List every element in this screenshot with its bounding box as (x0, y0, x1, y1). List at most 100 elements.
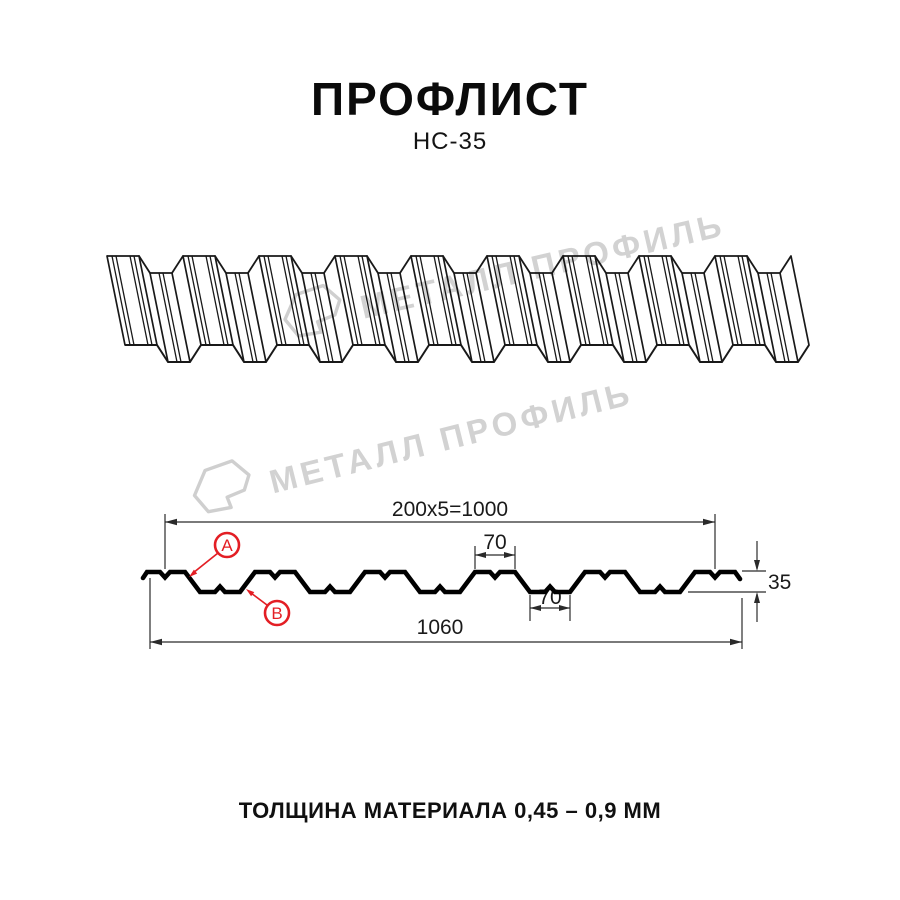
arrowhead (754, 592, 760, 603)
sheet-edge-line (133, 255, 153, 346)
dim-label-height: 35 (768, 571, 791, 594)
callout-b-circle (263, 599, 291, 627)
sheet-edge-line (723, 255, 743, 346)
page-title: ПРОФЛИСТ (311, 73, 589, 125)
sheet-edge-line (106, 255, 126, 346)
sheet-edge-line (594, 255, 614, 346)
sheet-edge-line (234, 272, 254, 363)
sheet-edge-line (205, 255, 225, 346)
sheet-edge-line (638, 255, 658, 346)
dim-label-overall-width: 1060 (417, 616, 464, 639)
sheet-edge-line (399, 272, 419, 363)
sheet-edge-line (377, 272, 397, 363)
sheet-edge-line (437, 255, 457, 346)
sheet-edge-line (191, 255, 211, 346)
sheet-edge-line (433, 255, 453, 346)
callout-a-letter: A (221, 536, 233, 555)
sheet-edge-line (703, 272, 723, 363)
sheet-edge-line (491, 255, 511, 346)
sheet-edge-line (647, 255, 667, 346)
sheet-edge-line (551, 272, 571, 363)
sheet-edge-line (518, 255, 538, 346)
dim-label-crest-width: 70 (483, 531, 506, 554)
sheet-edge-line (149, 272, 169, 363)
arrowhead (165, 518, 177, 526)
dim-overall-lines (149, 578, 743, 649)
sheet-edge-line (171, 272, 191, 363)
sheet-edge-line (225, 272, 245, 363)
sheet-edge-line (209, 255, 229, 346)
sheet-edge-line (694, 272, 714, 363)
sheet-edge-line (415, 255, 435, 346)
sheet-edge-line (495, 255, 515, 346)
sheet-edge-line (562, 255, 582, 346)
arrowhead (530, 605, 541, 611)
sheet-edge-line (757, 272, 777, 363)
sheet-edge-line (462, 272, 482, 363)
sheet-edge-line (746, 255, 766, 346)
sheet-edge-line (790, 255, 810, 346)
sheet-edge-line (542, 272, 562, 363)
dim-height-lines (688, 541, 766, 622)
sheet-edge-line (129, 255, 149, 346)
sheet-edge-line (779, 272, 799, 363)
sheet-edge-line (770, 272, 790, 363)
sheet-edge-line (138, 255, 158, 346)
sheet-silhouette (107, 256, 809, 362)
sheet-edge-line (158, 272, 178, 363)
sheet-edge-line (247, 272, 267, 363)
sheet-edge-line (111, 255, 131, 346)
sheet-edge-line (670, 255, 690, 346)
sheet-edge-line (589, 255, 609, 346)
sheet-edge-line (366, 255, 386, 346)
sheet-edge-line (238, 272, 258, 363)
sheet-edge-line (334, 255, 354, 346)
callout-b: B (246, 589, 291, 627)
sheet-edge-line (390, 272, 410, 363)
sheet-edge-line (737, 255, 757, 346)
callout-a-arrowhead (189, 569, 198, 577)
sheet-edge-line (258, 255, 278, 346)
sheet-edge-line (661, 255, 681, 346)
sheet-edge-line (214, 255, 234, 346)
callout-a-circle (213, 531, 241, 559)
sheet-edge-line (571, 255, 591, 346)
sheet-edge-line (410, 255, 430, 346)
sheet-edge-line (187, 255, 207, 346)
sheet-edge-line (766, 272, 786, 363)
sheet-edge-line (267, 255, 287, 346)
sheet-edge-line (614, 272, 634, 363)
profile-model-subtitle: НС-35 (412, 128, 488, 155)
sheet-edge-line (627, 272, 647, 363)
callout-a: A (189, 531, 241, 577)
cross-section-diagram: 200x5=1000 70 70 35 1060 A (140, 498, 791, 649)
profile-3d-drawing (106, 255, 810, 363)
arrowhead (703, 518, 715, 526)
sheet-edge-line (466, 272, 486, 363)
sheet-edge-line (509, 255, 529, 346)
sheet-edge-line (605, 272, 625, 363)
sheet-edge-line (665, 255, 685, 346)
sheet-edge-line (690, 272, 710, 363)
sheet-edge-line (486, 255, 506, 346)
arrowhead (504, 552, 515, 558)
sheet-edge-line (357, 255, 377, 346)
arrowhead (754, 560, 760, 571)
callout-b-arrowhead (246, 589, 255, 597)
sheet-edge-line (182, 255, 202, 346)
sheet-edge-line (263, 255, 283, 346)
arrowhead (730, 638, 742, 646)
sheet-edge-line (741, 255, 761, 346)
callout-b-letter: B (271, 604, 282, 623)
sheet-edge-line (618, 272, 638, 363)
sheet-edge-line (453, 272, 473, 363)
thickness-note: ТОЛЩИНА МАТЕРИАЛА 0,45 – 0,9 ММ (238, 798, 662, 823)
sheet-edge-line (513, 255, 533, 346)
sheet-edge-line (719, 255, 739, 346)
arrowhead (150, 638, 162, 646)
arrowhead (559, 605, 570, 611)
sheet-edge-line (162, 272, 182, 363)
sheet-edge-line (361, 255, 381, 346)
sheet-edge-line (339, 255, 359, 346)
